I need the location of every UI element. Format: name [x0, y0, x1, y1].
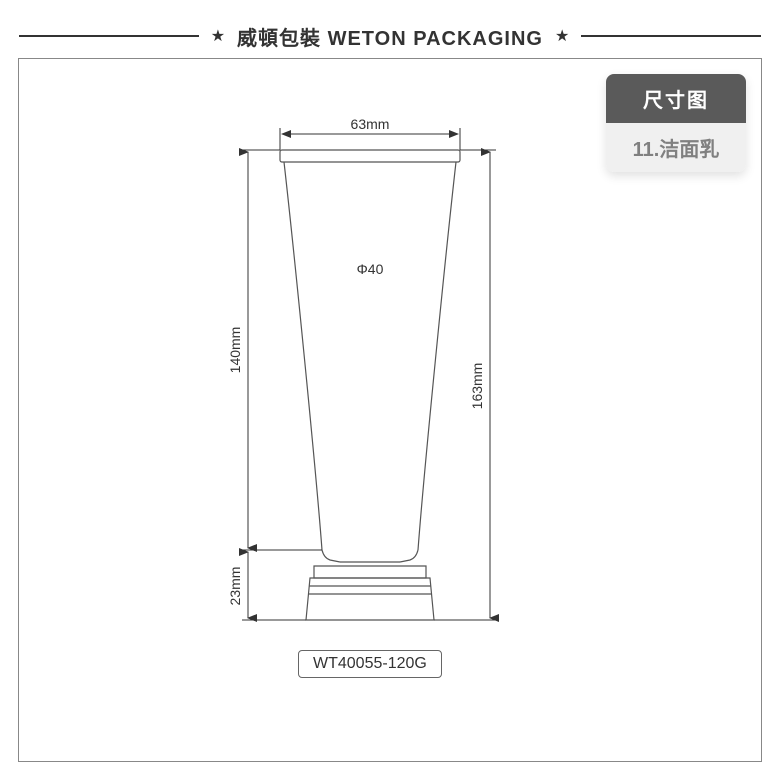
header-rule-left — [19, 35, 199, 37]
star-icon: ★ — [211, 26, 225, 46]
tube-technical-drawing: 63mm Φ40 140mm 23mm 163mm — [190, 110, 550, 670]
tube-shoulder-left — [322, 550, 340, 562]
info-badge: 尺寸图 11.洁面乳 — [606, 74, 746, 172]
cap-body — [306, 578, 434, 620]
dim-label-total-height: 163mm — [469, 363, 485, 410]
star-icon: ★ — [555, 26, 569, 46]
dim-label-cap-height: 23mm — [227, 567, 243, 606]
badge-title: 尺寸图 — [606, 74, 746, 123]
badge-subtitle: 11.洁面乳 — [606, 123, 746, 172]
page-header: ★ 威頓包裝 WETON PACKAGING ★ — [0, 24, 780, 48]
tube-body-right — [418, 162, 456, 550]
dim-label-width: 63mm — [351, 116, 390, 132]
header-rule-right — [581, 35, 761, 37]
cap-ring-1 — [314, 566, 426, 578]
tube-seal — [280, 150, 460, 162]
tube-shoulder-right — [400, 550, 418, 562]
dim-label-body-height: 140mm — [227, 327, 243, 374]
header-title: 威頓包裝 WETON PACKAGING — [237, 22, 543, 51]
dim-label-diameter: Φ40 — [357, 261, 384, 277]
tube-body-left — [284, 162, 322, 550]
product-code-label: WT40055-120G — [298, 650, 442, 678]
